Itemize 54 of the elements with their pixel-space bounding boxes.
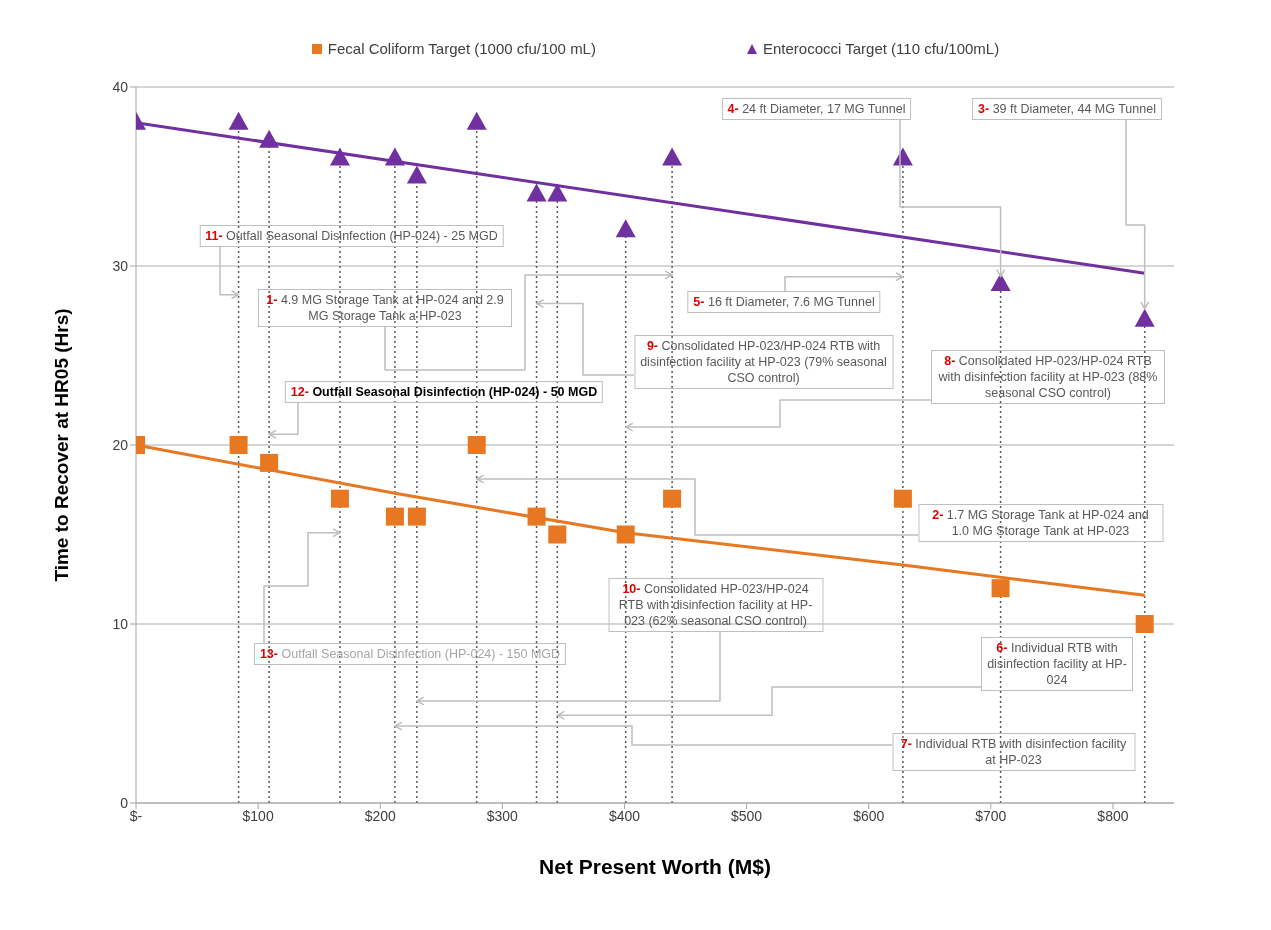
annotation: 4- 24 ft Diameter, 17 MG Tunnel: [721, 98, 912, 120]
y-tick-label: 10: [112, 615, 129, 632]
point: [260, 453, 279, 472]
annotation: 3- 39 ft Diameter, 44 MG Tunnel: [972, 98, 1162, 120]
legend-label: Enterococci Target (110 cfu/100mL): [762, 40, 1000, 57]
point: [615, 219, 636, 238]
y-tick-label: 20: [112, 436, 129, 453]
point: [229, 436, 248, 454]
point: [548, 525, 567, 544]
annotation: 7- Individual RTB with disinfection facility at HP-023: [892, 733, 1135, 771]
annotation: 1- 4.9 MG Storage Tank at HP-024 and 2.9 MG Storage Tank a HP-023: [258, 289, 512, 327]
annotation: 5- 16 ft Diameter, 7.6 MG Tunnel: [687, 291, 881, 313]
y-axis-title: Time to Recover at HR05 (Hrs): [51, 308, 73, 582]
point: [406, 165, 427, 184]
point: [527, 507, 546, 526]
annotation: 8- Consolidated HP-023/HP-024 RTB with disinfection facility at HP-023 (88% seasonal CSO control): [931, 350, 1165, 404]
point: [526, 183, 547, 202]
x-tick-label: $500: [731, 807, 763, 824]
annotation: 13- Outfall Seasonal Disinfection (HP-024) - 150 MGD: [253, 643, 567, 665]
x-tick-label: $600: [853, 807, 885, 824]
point: [330, 489, 349, 508]
y-tick-label: 0: [120, 794, 129, 811]
point: [1134, 308, 1155, 327]
annotation: 2- 1.7 MG Storage Tank at HP-024 and 1.0 MG Storage Tank at HP-023: [918, 504, 1163, 542]
x-tick-label: $200: [364, 807, 397, 824]
point: [329, 147, 350, 166]
point: [1135, 615, 1154, 633]
point: [467, 436, 486, 454]
x-tick-label: $700: [975, 807, 1007, 824]
annotation: 6- Individual RTB with disinfection facility at HP-024: [981, 637, 1133, 691]
point: [407, 507, 426, 526]
point: [547, 183, 568, 202]
point: [466, 111, 487, 130]
x-tick-label: $100: [242, 807, 274, 824]
annotation: 11- Outfall Seasonal Disinfection (HP-024) - 25 MGD: [199, 225, 504, 247]
x-axis-title: Net Present Worth (M$): [538, 855, 772, 879]
point: [384, 147, 405, 166]
annotation: 12- Outfall Seasonal Disinfection (HP-024) - 50 MGD: [284, 381, 604, 403]
point: [662, 147, 683, 166]
x-tick-label: $400: [608, 807, 641, 824]
point: [259, 129, 280, 148]
point: [228, 111, 249, 130]
point: [663, 489, 682, 508]
y-tick-label: 30: [112, 257, 129, 274]
point: [616, 525, 635, 544]
x-tick-label: $-: [129, 807, 143, 824]
point: [385, 507, 404, 526]
point: [991, 579, 1010, 598]
x-tick-label: $800: [1097, 807, 1129, 824]
annotation: 9- Consolidated HP-023/HP-024 RTB with disinfection facility at HP-023 (79% seasonal CSO control): [634, 335, 893, 389]
point: [893, 489, 912, 508]
legend-label: Fecal Coliform Target (1000 cfu/100 mL): [327, 40, 596, 57]
y-tick-label: 40: [112, 78, 129, 95]
x-tick-label: $300: [486, 807, 519, 824]
